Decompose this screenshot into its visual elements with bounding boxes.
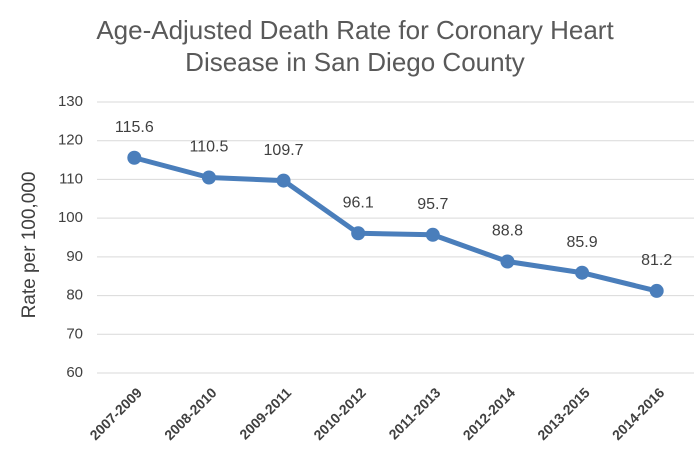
- data-label: 110.5: [190, 139, 229, 156]
- data-label: 85.9: [566, 234, 597, 251]
- marker: [575, 265, 590, 280]
- marker: [649, 283, 664, 298]
- chart-title: Age-Adjusted Death Rate for Coronary Hea…: [96, 15, 614, 77]
- line: [133, 155, 658, 294]
- y-axis-label: Rate per 100,000: [19, 172, 40, 319]
- y-tick-label: 120: [58, 132, 83, 149]
- data-label: 81.2: [641, 252, 672, 269]
- y-tick-label: 70: [66, 325, 83, 342]
- y-tick-label: 90: [66, 248, 83, 265]
- data-label: 88.8: [492, 223, 523, 240]
- x-tick-label: 2012-2014: [460, 384, 519, 443]
- data-label: 95.7: [417, 196, 448, 213]
- x-tick-label: 2010-2012: [310, 384, 369, 443]
- data-label: 96.1: [343, 194, 374, 211]
- marker: [351, 226, 366, 241]
- marker: [201, 170, 216, 185]
- x-tick-label: 2014-2016: [609, 384, 668, 443]
- y-tick-label: 110: [59, 170, 83, 187]
- y-tick-label: 100: [58, 209, 83, 226]
- marker: [500, 254, 515, 269]
- x-tick-label: 2007-2009: [86, 384, 145, 443]
- x-tick-label: 2011-2013: [385, 384, 443, 442]
- x-tick-label: 2009-2011: [236, 384, 294, 442]
- x-tick-label: 2013-2015: [534, 384, 593, 443]
- data-label: 109.7: [264, 142, 304, 159]
- marker: [276, 173, 291, 188]
- marker: [127, 150, 142, 165]
- x-tick-label: 2008-2010: [161, 384, 220, 443]
- y-tick-label: 80: [66, 287, 83, 304]
- y-tick-label: 60: [66, 364, 83, 381]
- y-tick-label: 130: [58, 93, 83, 110]
- marker: [425, 227, 440, 242]
- data-label: 115.6: [115, 119, 154, 136]
